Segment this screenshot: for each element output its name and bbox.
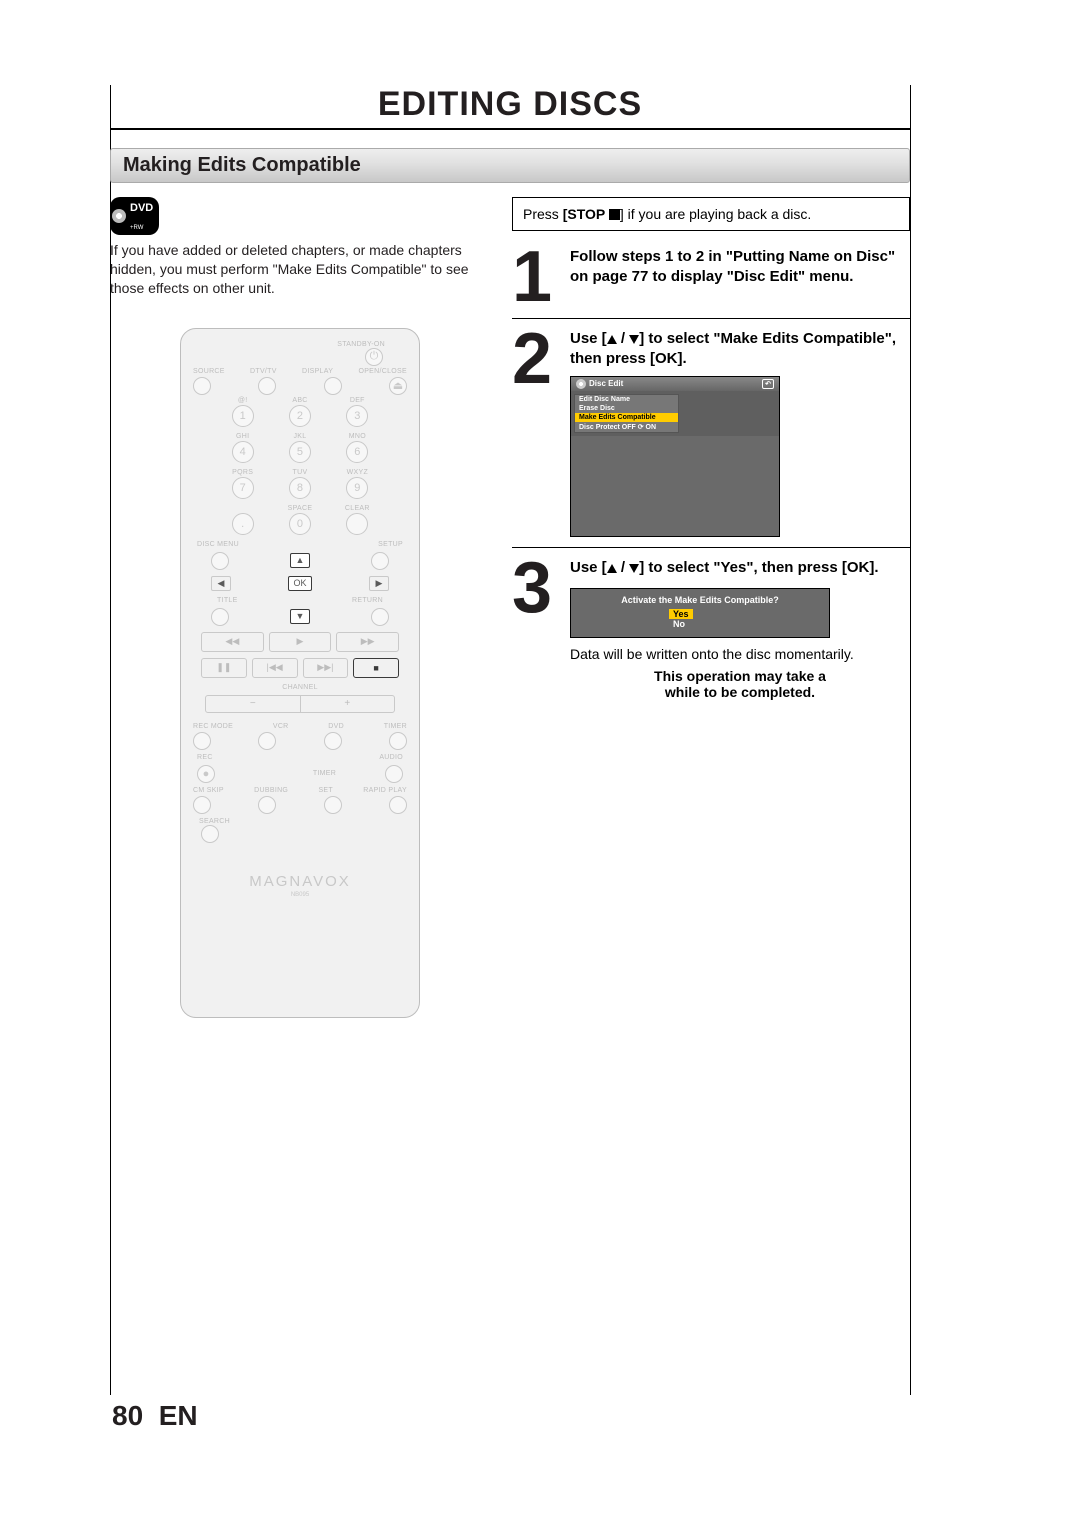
- disc-icon: [112, 209, 126, 223]
- prompt-option-yes: Yes: [669, 609, 693, 619]
- remote-brand: MAGNAVOX: [191, 873, 409, 890]
- step-2-number: 2: [512, 329, 560, 537]
- two-column-layout: DVD +RW If you have added or deleted cha…: [110, 197, 910, 1018]
- step-2: 2 Use [ / ] to select "Make Edits Compat…: [512, 329, 910, 548]
- step-3: 3 Use [ / ] to select "Yes", then press …: [512, 558, 910, 710]
- stop-instruction-box: Press [STOP ] if you are playing back a …: [512, 197, 910, 231]
- section-heading: Making Edits Compatible: [110, 148, 910, 183]
- osd-menu-items: Edit Disc Name Erase Disc Make Edits Com…: [574, 394, 679, 433]
- step-1: 1 Follow steps 1 to 2 in "Putting Name o…: [512, 247, 910, 319]
- return-icon: ↶: [762, 379, 774, 389]
- data-written-note: Data will be written onto the disc momen…: [570, 646, 910, 662]
- down-arrow-icon: [629, 335, 639, 344]
- osd-disc-icon: [576, 379, 586, 389]
- remote-illustration: STANDBY-ON ⏻ SOURCE DTV/TV DISPLAY OPEN/…: [180, 328, 420, 1018]
- menu-item: Erase Disc: [575, 404, 678, 413]
- up-arrow-icon: [607, 564, 617, 573]
- step-3-text: Use [ / ] to select "Yes", then press [O…: [570, 558, 910, 578]
- remote-illustration-wrap: STANDBY-ON ⏻ SOURCE DTV/TV DISPLAY OPEN/…: [110, 328, 490, 1018]
- page-content: EDITING DISCS Making Edits Compatible DV…: [110, 85, 910, 1018]
- transport-row2: ❚❚ |◀◀ ▶▶| ■: [201, 658, 399, 678]
- duration-note-line1: This operation may take a: [570, 668, 910, 684]
- down-arrow-icon: [629, 564, 639, 573]
- page-title: EDITING DISCS: [110, 85, 910, 130]
- right-column: Press [STOP ] if you are playing back a …: [512, 197, 910, 1018]
- left-column: DVD +RW If you have added or deleted cha…: [110, 197, 490, 1018]
- dvd-rw-badge: DVD +RW: [110, 197, 159, 235]
- up-arrow-hl: ▲: [290, 553, 310, 568]
- menu-item-selected: Make Edits Compatible: [575, 413, 678, 422]
- step-1-number: 1: [512, 247, 560, 308]
- standby-label: STANDBY-ON: [191, 341, 385, 348]
- page-border-right: [910, 85, 911, 1395]
- intro-paragraph: If you have added or deleted chapters, o…: [110, 241, 490, 298]
- transport-row1: ◀◀ ▶ ▶▶: [201, 632, 399, 652]
- badge-sub: +RW: [130, 225, 143, 231]
- stop-button-hl: ■: [353, 658, 399, 678]
- channel-bar: −+: [205, 695, 395, 713]
- top-label-row: SOURCE DTV/TV DISPLAY OPEN/CLOSE: [193, 368, 407, 375]
- remote-model: NB095: [191, 892, 409, 898]
- nav-pad: ▲ ◀ OK ▶ TITLERETURN ▼: [211, 552, 389, 626]
- menu-item: Edit Disc Name: [575, 395, 678, 404]
- standby-button: ⏻: [365, 348, 383, 366]
- osd-header: Disc Edit ↶: [571, 377, 779, 391]
- number-pad: @!1 ABC2 DEF3 GHI4 JKL5 MNO6 PQRS7 TUV8 …: [219, 397, 381, 535]
- prompt-option-no: No: [669, 619, 689, 629]
- prompt-question: Activate the Make Edits Compatible?: [579, 595, 821, 605]
- step-3-number: 3: [512, 558, 560, 700]
- dtv-btn: [258, 377, 276, 395]
- duration-note-line2: while to be completed.: [570, 684, 910, 700]
- step-1-text: Follow steps 1 to 2 in "Putting Name on …: [570, 247, 910, 286]
- display-btn: [324, 377, 342, 395]
- disc-edit-menu: Disc Edit ↶ Edit Disc Name Erase Disc Ma…: [570, 376, 780, 537]
- step-2-text: Use [ / ] to select "Make Edits Compatib…: [570, 329, 910, 368]
- badge-main: DVD: [130, 202, 153, 214]
- stop-icon: [609, 209, 620, 220]
- down-arrow-hl: ▼: [290, 609, 310, 624]
- ok-button-hl: OK: [288, 576, 311, 591]
- page-number: 80 EN: [112, 1400, 198, 1432]
- source-btn: [193, 377, 211, 395]
- confirm-prompt: Activate the Make Edits Compatible? Yes …: [570, 588, 830, 638]
- menu-item: Disc Protect OFF ⟳ ON: [575, 422, 678, 432]
- up-arrow-icon: [607, 335, 617, 344]
- eject-btn: ⏏: [389, 377, 407, 395]
